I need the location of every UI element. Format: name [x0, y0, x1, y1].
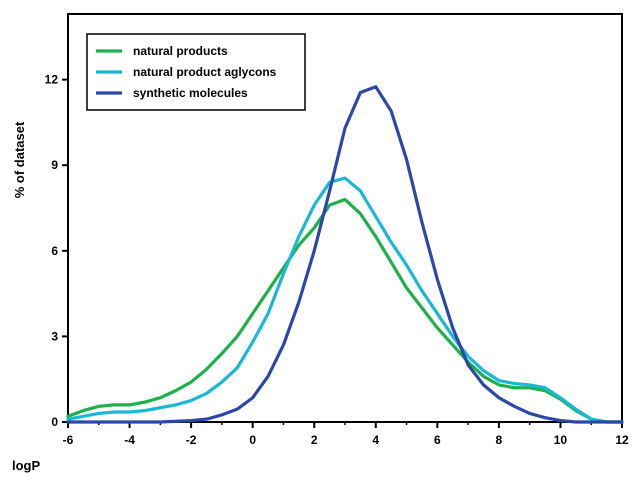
x-tick-label: -2 — [186, 433, 197, 447]
legend-box — [86, 33, 306, 111]
series-layer — [66, 85, 624, 424]
axes: -6 -4 -2 0 2 4 6 8 10 12 0 3 6 9 12 — [45, 73, 629, 447]
x-tick-label: -4 — [124, 433, 135, 447]
series-line-3 — [66, 85, 624, 424]
y-tick-label: 6 — [51, 244, 58, 258]
legend-label-1: natural products — [133, 44, 228, 58]
y-tick-label: 0 — [51, 415, 58, 429]
x-axis-label: logP — [12, 458, 40, 473]
x-tick-label: 2 — [311, 433, 318, 447]
y-tick-label: 9 — [51, 158, 58, 172]
x-tick-label: 0 — [249, 433, 256, 447]
y-tick-label: 12 — [45, 73, 59, 87]
x-tick-label: 8 — [496, 433, 503, 447]
x-tick-label: 4 — [372, 433, 379, 447]
y-tick-label: 3 — [51, 329, 58, 343]
x-tick-label: -6 — [63, 433, 74, 447]
x-tick-label: 12 — [615, 433, 629, 447]
legend-label-3: synthetic molecules — [133, 86, 248, 100]
series-line-2 — [66, 176, 624, 424]
x-tick-label: 10 — [554, 433, 568, 447]
y-axis-label: % of dataset — [12, 121, 27, 198]
series-line-1 — [66, 197, 624, 424]
legend-label-2: natural product aglycons — [133, 65, 277, 79]
legend: natural products natural product aglycons… — [86, 33, 306, 111]
x-tick-label: 6 — [434, 433, 441, 447]
